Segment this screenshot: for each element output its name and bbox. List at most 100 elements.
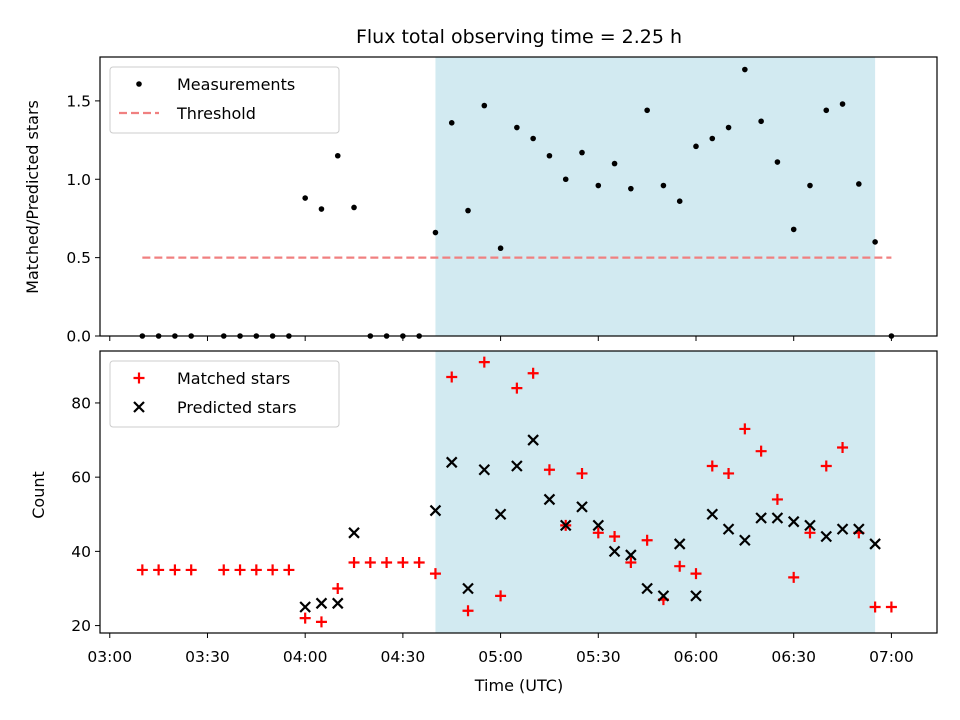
- matched-star-point: [364, 557, 376, 568]
- measurement-point: [465, 207, 471, 214]
- matched-star-point: [511, 382, 523, 394]
- predicted-star-point: [755, 512, 767, 524]
- x-tick-label: 03:30: [185, 648, 230, 666]
- matched-star-point: [185, 564, 197, 576]
- measurement-point: [579, 149, 585, 156]
- predicted-star-point: [429, 504, 442, 517]
- matched-star-point: [820, 460, 832, 472]
- legend-dot-marker: [136, 81, 142, 87]
- predicted-star-point: [478, 463, 491, 476]
- predicted-star-point: [706, 508, 719, 521]
- bottom-y-tick-label: 60: [71, 469, 91, 487]
- x-tick-label: 04:30: [381, 648, 426, 666]
- top-y-tick-label: 1.0: [66, 171, 91, 189]
- predicted-star-point: [592, 519, 605, 532]
- matched-star-point: [381, 557, 393, 568]
- matched-star-point: [267, 564, 279, 576]
- matched-star-point: [413, 557, 425, 568]
- predicted-star-point: [739, 534, 751, 547]
- measurement-point: [856, 181, 862, 187]
- predicted-star-point: [348, 527, 360, 539]
- predicted-star-point: [804, 519, 816, 532]
- matched-star-point: [218, 564, 230, 576]
- measurement-point: [481, 102, 488, 109]
- top-y-tick-label: 0.5: [66, 249, 91, 267]
- predicted-star-point: [299, 601, 311, 613]
- matched-star-point: [755, 445, 767, 457]
- matched-star-point: [609, 531, 621, 543]
- measurement-point: [758, 118, 764, 125]
- bottom-axes-frame: [99, 350, 938, 634]
- x-tick-label: 05:30: [576, 648, 621, 666]
- bottom-highlight-band: [435, 351, 876, 633]
- measurement-point: [676, 198, 683, 205]
- matched-star-point: [723, 467, 735, 479]
- matched-star-point: [136, 564, 148, 576]
- measurement-point: [872, 239, 878, 245]
- matched-star-point: [674, 560, 686, 572]
- predicted-star-point: [511, 460, 523, 472]
- measurement-point: [497, 245, 504, 252]
- measurement-point: [742, 66, 748, 73]
- bottom-legend-box: [109, 360, 340, 428]
- x-tick-label: 03:00: [87, 648, 132, 666]
- matched-star-point: [250, 564, 262, 576]
- predicted-star-point: [673, 538, 686, 550]
- predicted-star-point: [608, 545, 621, 558]
- matched-star-point: [234, 564, 246, 576]
- measurement-point: [318, 206, 325, 212]
- predicted-star-point: [690, 590, 702, 602]
- matched-star-point: [690, 568, 702, 580]
- matched-star-point: [495, 590, 507, 602]
- predicted-star-point: [657, 590, 670, 602]
- bottom-y-tick-label: 80: [71, 394, 91, 412]
- top-y-axis-label: Matched/Predicted stars: [23, 100, 42, 294]
- matched-star-point: [576, 467, 588, 479]
- x-tick-label: 07:00: [869, 648, 914, 666]
- top-legend-label: Measurements: [177, 75, 295, 94]
- bottom-legend: Matched stars Predicted stars: [109, 360, 340, 428]
- x-tick-label: 06:30: [771, 648, 816, 666]
- legend-x-marker: [133, 401, 145, 413]
- measurement-point: [628, 185, 634, 192]
- measurement-point: [807, 182, 813, 189]
- x-tick-label: 04:00: [283, 648, 328, 666]
- predicted-star-point: [771, 512, 784, 524]
- bottom-legend-label: Predicted stars: [177, 398, 297, 417]
- top-legend: Measurements Threshold: [109, 66, 340, 134]
- x-axis-label: Time (UTC): [474, 676, 563, 695]
- matched-star-point: [299, 612, 311, 624]
- matched-star-point: [706, 460, 718, 472]
- top-y-tick-label: 1.5: [66, 92, 91, 110]
- matched-star-point: [641, 534, 653, 546]
- predicted-star-point: [853, 523, 865, 535]
- predicted-star-point: [445, 456, 458, 469]
- x-tick-label: 05:00: [478, 648, 523, 666]
- predicted-star-point: [820, 530, 833, 543]
- measurement-point: [595, 182, 602, 189]
- matched-star-point: [315, 616, 327, 628]
- predicted-star-point: [787, 515, 800, 528]
- measurement-point: [709, 135, 716, 142]
- matched-star-point: [804, 527, 816, 539]
- measurement-point: [562, 176, 569, 183]
- count-panel: 20 40 60 80 03:00 03:30 04:00 04:30 05:00 05:30 06…: [71, 350, 938, 666]
- bottom-legend-label: Matched stars: [177, 369, 290, 388]
- measurement-point: [839, 101, 846, 107]
- predicted-star-point: [625, 549, 637, 561]
- top-y-tick-label: 0.0: [66, 328, 91, 346]
- matched-star-point: [169, 564, 181, 576]
- measurement-point: [644, 107, 650, 114]
- matched-star-point: [153, 564, 165, 576]
- matched-star-point: [771, 493, 783, 505]
- predicted-star-point: [559, 519, 572, 532]
- matched-star-point: [625, 557, 637, 568]
- matched-star-point: [543, 464, 555, 476]
- matched-star-point: [788, 571, 800, 583]
- legend-plus-marker: [133, 372, 145, 384]
- matched-star-point: [739, 423, 751, 435]
- predicted-star-point: [331, 597, 344, 610]
- matched-star-point: [462, 605, 474, 617]
- measurement-point: [790, 226, 797, 233]
